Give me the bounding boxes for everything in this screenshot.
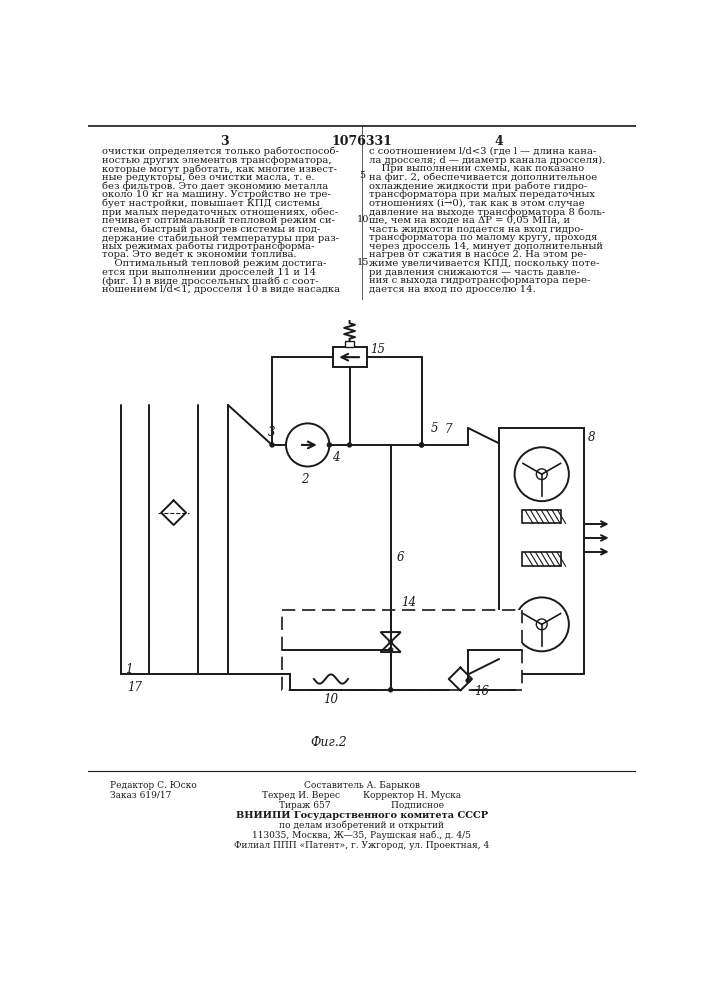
Text: дается на вход по дросселю 14.: дается на вход по дросселю 14. — [369, 285, 536, 294]
Text: 8: 8 — [588, 431, 595, 444]
Circle shape — [537, 619, 547, 630]
Text: трансформатора по малому кругу, проходя: трансформатора по малому кругу, проходя — [369, 233, 597, 242]
Circle shape — [388, 640, 393, 644]
Text: нагрев от сжатия в насосе 2. На этом ре-: нагрев от сжатия в насосе 2. На этом ре- — [369, 250, 587, 259]
Text: 15: 15 — [370, 343, 385, 356]
Text: через дроссель 14, минует дополнительный: через дроссель 14, минует дополнительный — [369, 242, 603, 251]
Circle shape — [515, 447, 569, 501]
Text: при малых передаточных отношениях, обес-: при малых передаточных отношениях, обес- — [103, 207, 339, 217]
Text: 4: 4 — [332, 451, 340, 464]
Circle shape — [537, 469, 547, 480]
Text: держание стабильной температуры при раз-: держание стабильной температуры при раз- — [103, 233, 339, 243]
Circle shape — [347, 442, 352, 448]
Text: ных режимах работы гидротрансформа-: ных режимах работы гидротрансформа- — [103, 242, 315, 251]
Text: по делам изобретений и открытий: по делам изобретений и открытий — [279, 821, 445, 830]
Circle shape — [286, 423, 329, 466]
Text: 2: 2 — [301, 473, 309, 486]
Text: жиме увеличивается КПД, поскольку поте-: жиме увеличивается КПД, поскольку поте- — [369, 259, 600, 268]
Text: печивает оптимальный тепловой режим си-: печивает оптимальный тепловой режим си- — [103, 216, 335, 225]
Bar — [522, 552, 561, 566]
Text: 14: 14 — [402, 596, 416, 609]
Text: охлаждение жидкости при работе гидро-: охлаждение жидкости при работе гидро- — [369, 181, 588, 191]
Text: Составитель А. Барыков: Составитель А. Барыков — [304, 781, 420, 790]
Text: Фиг.2: Фиг.2 — [310, 736, 347, 749]
Text: (фиг. 1) в виде дроссельных шайб с соот-: (фиг. 1) в виде дроссельных шайб с соот- — [103, 276, 319, 286]
Text: на фиг. 2, обеспечивается дополнительное: на фиг. 2, обеспечивается дополнительное — [369, 173, 597, 182]
Circle shape — [388, 647, 393, 652]
Text: давление на выходе трансформатора 8 боль-: давление на выходе трансформатора 8 боль… — [369, 207, 605, 217]
Text: 7: 7 — [445, 423, 452, 436]
Text: Филиал ППП «Патент», г. Ужгород, ул. Проектная, 4: Филиал ППП «Патент», г. Ужгород, ул. Про… — [234, 841, 489, 850]
Circle shape — [327, 442, 332, 448]
Text: отношениях (i→0), так как в этом случае: отношениях (i→0), так как в этом случае — [369, 199, 585, 208]
Text: часть жидкости подается на вход гидро-: часть жидкости подается на вход гидро- — [369, 225, 583, 234]
Text: ные редукторы, без очистки масла, т. е.: ные редукторы, без очистки масла, т. е. — [103, 173, 315, 182]
Text: Оптимальный тепловой режим достига-: Оптимальный тепловой режим достига- — [103, 259, 327, 268]
Text: очистки определяется только работоспособ-: очистки определяется только работоспособ… — [103, 147, 339, 156]
Text: При выполнении схемы, как показано: При выполнении схемы, как показано — [369, 164, 584, 173]
Bar — [332, 347, 367, 367]
Text: 4: 4 — [495, 135, 503, 148]
Text: тора. Это ведет к экономии топлива.: тора. Это ведет к экономии топлива. — [103, 250, 297, 259]
Bar — [499, 428, 585, 674]
Circle shape — [419, 442, 424, 448]
Bar — [282, 610, 522, 690]
Text: 5: 5 — [360, 171, 366, 180]
Text: Техред И. Верес        Корректор Н. Муска: Техред И. Верес Корректор Н. Муска — [262, 791, 462, 800]
Text: ла дросселя; d — диаметр канала дросселя).: ла дросселя; d — диаметр канала дросселя… — [369, 156, 605, 165]
Text: 17: 17 — [127, 681, 142, 694]
Text: Редактор С. Юско: Редактор С. Юско — [110, 781, 197, 790]
Text: ния с выхода гидротрансформатора пере-: ния с выхода гидротрансформатора пере- — [369, 276, 590, 285]
Text: Тираж 657                     Подписное: Тираж 657 Подписное — [279, 801, 445, 810]
Circle shape — [419, 442, 424, 448]
Text: около 10 кг на машину. Устройство не тре-: около 10 кг на машину. Устройство не тре… — [103, 190, 331, 199]
Text: ется при выполнении дросселей 11 и 14: ется при выполнении дросселей 11 и 14 — [103, 268, 317, 277]
Text: без фильтров. Это дает экономию металла: без фильтров. Это дает экономию металла — [103, 181, 329, 191]
Text: Заказ 619/17: Заказ 619/17 — [110, 791, 172, 800]
Text: 3: 3 — [268, 426, 276, 439]
Text: 1076331: 1076331 — [332, 135, 392, 148]
Text: ВНИИПИ Государственного комитета СССР: ВНИИПИ Государственного комитета СССР — [236, 811, 488, 820]
Circle shape — [388, 687, 393, 692]
Bar — [522, 510, 561, 523]
Text: 10: 10 — [356, 215, 369, 224]
Text: 6: 6 — [397, 551, 404, 564]
Text: которые могут работать, как многие извест-: которые могут работать, как многие извес… — [103, 164, 337, 174]
Text: с соотношением l/d<3 (где l — длина кана-: с соотношением l/d<3 (где l — длина кана… — [369, 147, 596, 156]
Text: ношением l/d<1, дросселя 10 в виде насадка: ношением l/d<1, дросселя 10 в виде насад… — [103, 285, 341, 294]
Text: ностью других элементов трансформатора,: ностью других элементов трансформатора, — [103, 156, 332, 165]
Circle shape — [269, 442, 275, 448]
Circle shape — [465, 678, 471, 683]
Text: 5: 5 — [431, 422, 438, 435]
Text: 10: 10 — [323, 693, 338, 706]
Text: бует настройки, повышает КПД системы: бует настройки, повышает КПД системы — [103, 199, 320, 208]
Text: 15: 15 — [356, 258, 369, 267]
Bar — [345, 341, 354, 347]
Text: 16: 16 — [474, 685, 489, 698]
Text: ри давления снижаются — часть давле-: ри давления снижаются — часть давле- — [369, 268, 580, 277]
Circle shape — [515, 597, 569, 651]
Text: трансформатора при малых передаточных: трансформатора при малых передаточных — [369, 190, 595, 199]
Text: 113035, Москва, Ж—35, Раушская наб., д. 4/5: 113035, Москва, Ж—35, Раушская наб., д. … — [252, 831, 472, 840]
Text: стемы, быстрый разогрев системы и под-: стемы, быстрый разогрев системы и под- — [103, 225, 320, 234]
Text: 1: 1 — [126, 663, 133, 676]
Text: ше, чем на входе на ΔР = 0,05 МПа, и: ше, чем на входе на ΔР = 0,05 МПа, и — [369, 216, 570, 225]
Text: 3: 3 — [220, 135, 228, 148]
